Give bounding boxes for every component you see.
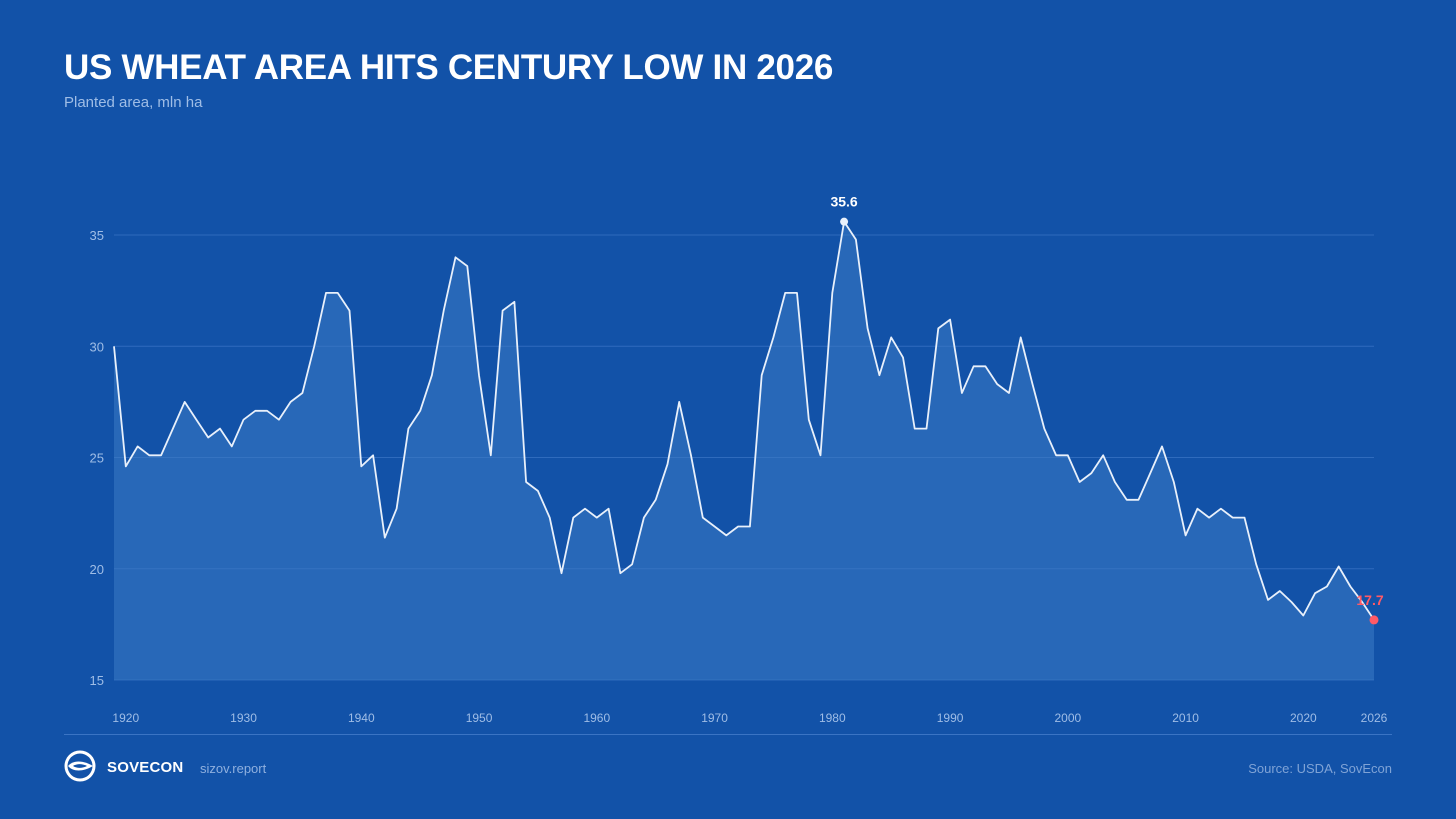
current-value-label: 17.7 — [1356, 592, 1383, 608]
chart-title: US WHEAT AREA HITS CENTURY LOW IN 2026 — [64, 48, 834, 87]
peak-marker — [840, 217, 849, 226]
peak-value-label: 35.6 — [830, 194, 857, 210]
x-tick-label: 2020 — [1290, 711, 1317, 725]
series-line — [113, 220, 1375, 621]
y-tick-label: 15 — [90, 673, 104, 688]
chart-subtitle: Planted area, mln ha — [64, 94, 203, 111]
x-tick-label: 1950 — [466, 711, 493, 725]
x-tick-label: 1990 — [937, 711, 964, 725]
x-tick-label: 1930 — [230, 711, 257, 725]
footer-divider — [64, 734, 1392, 735]
x-tick-label: 1920 — [112, 711, 139, 725]
brand-name: SOVECON — [107, 759, 184, 776]
x-tick-label: 1960 — [583, 711, 610, 725]
y-tick-label: 20 — [90, 562, 104, 577]
x-tick-label: 2000 — [1054, 711, 1081, 725]
current-value-marker — [1369, 615, 1379, 625]
source-note: Source: USDA, SovEcon — [1248, 761, 1392, 776]
x-tick-label: 1970 — [701, 711, 728, 725]
y-tick-label: 25 — [90, 451, 104, 466]
y-tick-label: 35 — [90, 228, 104, 243]
wheat-area-chart: 15 20 25 30 35 1920 1930 1940 1950 1960 1970 1980 19… — [90, 194, 1388, 725]
site-link[interactable]: sizov.report — [200, 761, 267, 776]
y-tick-label: 30 — [90, 339, 104, 354]
x-tick-label: 1940 — [348, 711, 375, 725]
sovecon-logo-icon — [64, 750, 96, 782]
series-area — [114, 221, 1374, 680]
x-tick-label: 2026 — [1361, 711, 1388, 725]
x-tick-label: 1980 — [819, 711, 846, 725]
x-tick-label: 2010 — [1172, 711, 1199, 725]
